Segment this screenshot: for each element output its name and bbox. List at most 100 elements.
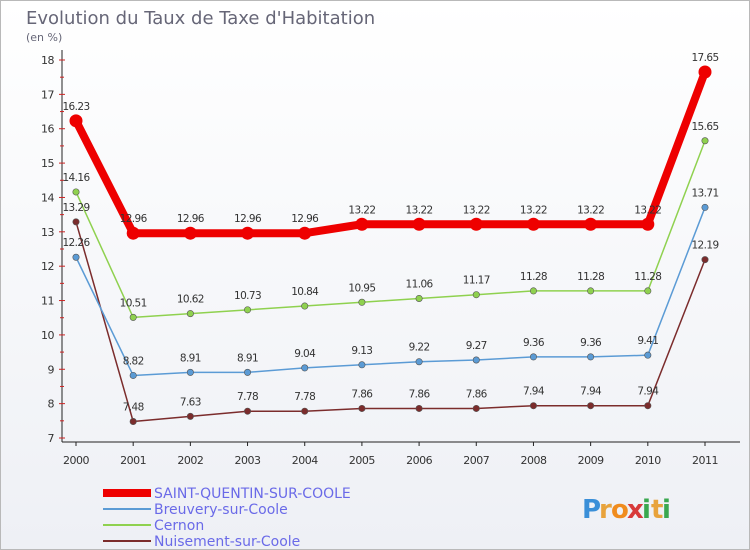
data-label: 12.96 — [234, 213, 262, 225]
logo-letter: o — [611, 495, 629, 525]
data-point — [301, 364, 309, 372]
legend-label: Cernon — [154, 518, 204, 534]
data-label: 7.63 — [180, 396, 201, 408]
data-label: 7.94 — [637, 386, 659, 398]
data-label: 7.86 — [409, 388, 431, 400]
data-point — [72, 253, 80, 261]
data-label: 12.19 — [691, 240, 718, 252]
data-point — [415, 294, 423, 302]
series-layer — [69, 65, 712, 426]
data-label: 7.94 — [580, 386, 602, 398]
y-tick-label: 17 — [41, 88, 54, 101]
data-label: 9.41 — [637, 335, 658, 347]
data-label: 16.23 — [62, 101, 89, 113]
data-label: 13.22 — [348, 204, 375, 216]
y-tick-label: 11 — [41, 295, 54, 308]
data-point — [472, 291, 480, 299]
data-label: 11.17 — [463, 275, 490, 287]
data-point — [641, 217, 655, 231]
data-point — [186, 412, 194, 420]
data-point — [412, 217, 426, 231]
data-label: 12.96 — [177, 213, 205, 225]
x-tick-label: 2000 — [63, 454, 89, 467]
data-label: 10.95 — [348, 282, 375, 294]
data-point — [244, 306, 252, 314]
data-label: 13.29 — [62, 202, 89, 214]
data-label: 8.91 — [237, 352, 258, 364]
data-label: 12.96 — [291, 213, 319, 225]
chart-title: Evolution du Taux de Taxe d'Habitation — [26, 8, 375, 29]
data-point — [701, 256, 709, 264]
data-point — [415, 358, 423, 366]
data-label: 7.78 — [237, 391, 258, 403]
data-label: 10.51 — [120, 297, 147, 309]
data-point — [472, 404, 480, 412]
legend-label: SAINT-QUENTIN-SUR-COOLE — [154, 486, 351, 502]
data-label: 7.86 — [466, 388, 488, 400]
data-point — [469, 217, 483, 231]
data-label: 17.65 — [691, 52, 718, 64]
data-label: 9.22 — [409, 342, 430, 354]
y-tick-label: 7 — [48, 432, 55, 445]
data-label: 9.36 — [523, 337, 545, 349]
data-label: 13.22 — [520, 204, 547, 216]
data-label: 7.86 — [351, 388, 373, 400]
series-line — [72, 68, 709, 238]
x-tick-label: 2010 — [635, 454, 661, 467]
data-label: 15.65 — [691, 121, 718, 133]
data-label: 9.13 — [351, 345, 372, 357]
proxiti-logo: Pr oxi ti — [582, 495, 671, 525]
data-point — [72, 218, 80, 226]
data-label: 9.04 — [294, 348, 316, 360]
data-point — [472, 356, 480, 364]
x-tick-label: 2009 — [578, 454, 604, 467]
data-point — [644, 402, 652, 410]
data-label: 10.73 — [234, 290, 261, 302]
data-point — [244, 407, 252, 415]
data-label: 12.96 — [120, 213, 148, 225]
data-label: 13.22 — [634, 204, 661, 216]
data-point — [698, 65, 712, 79]
axes: 7 8 9 10 11 12 13 14 15 16 17 18 2000 2001 2002 2003 200… — [41, 50, 740, 467]
x-tick-label: 2008 — [520, 454, 546, 467]
data-point — [358, 404, 366, 412]
data-label: 8.91 — [180, 352, 201, 364]
data-label: 14.16 — [62, 172, 90, 184]
y-tick-label: 13 — [41, 226, 54, 239]
data-point — [186, 310, 194, 318]
y-tick-label: 15 — [41, 157, 54, 170]
data-point — [129, 418, 137, 426]
data-point — [129, 313, 137, 321]
data-point — [644, 351, 652, 359]
chart-subtitle: (en %) — [26, 31, 62, 44]
logo-letter: t — [651, 495, 663, 525]
data-label: 13.71 — [691, 187, 718, 199]
y-tick-label: 9 — [48, 363, 55, 376]
data-label: 7.94 — [523, 386, 545, 398]
data-label: 12.26 — [62, 237, 90, 249]
data-label: 9.36 — [580, 337, 602, 349]
data-point — [186, 368, 194, 376]
data-point — [301, 302, 309, 310]
data-label: 10.62 — [177, 294, 204, 306]
data-point — [529, 287, 537, 295]
data-labels: 16.23 12.96 12.96 12.96 12.96 13.22 13.22 13.22… — [62, 52, 719, 413]
data-label: 7.78 — [294, 391, 315, 403]
data-point — [587, 353, 595, 361]
data-label: 11.06 — [406, 278, 434, 290]
data-label: 13.22 — [406, 204, 433, 216]
y-tick-label: 12 — [41, 260, 54, 273]
data-point — [129, 371, 137, 379]
series-line — [75, 140, 706, 319]
data-label: 13.22 — [577, 204, 604, 216]
logo-letter: i — [662, 495, 671, 525]
y-tick-label: 8 — [48, 398, 55, 411]
logo-letter: x — [627, 495, 644, 525]
legend-label: Breuvery-sur-Coole — [154, 502, 288, 518]
data-label: 9.27 — [466, 340, 487, 352]
x-tick-label: 2007 — [463, 454, 489, 467]
data-label: 11.28 — [520, 271, 547, 283]
x-tick-label: 2011 — [692, 454, 718, 467]
